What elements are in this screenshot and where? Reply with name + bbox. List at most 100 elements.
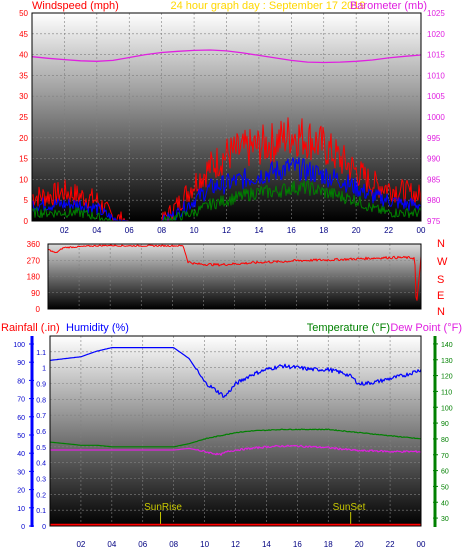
compass-letter: N bbox=[437, 238, 445, 250]
hour-tick-label: 04 bbox=[92, 226, 101, 235]
windspeed-tick-label: 10 bbox=[19, 175, 28, 184]
windspeed-tick-label: 25 bbox=[19, 113, 28, 122]
temperature-tick-label: 130 bbox=[441, 358, 453, 365]
humidity-tick-label: 50 bbox=[17, 433, 25, 440]
temperature-tick-label: 100 bbox=[441, 405, 453, 412]
compass-letter: N bbox=[437, 306, 445, 318]
humidity-panel-plot bbox=[50, 347, 421, 526]
hour-tick-label: 22 bbox=[386, 540, 395, 549]
temperature-tick-label: 90 bbox=[441, 421, 449, 428]
humidity-panel-frame bbox=[49, 335, 422, 527]
compass-letter: W bbox=[437, 256, 448, 268]
compass-letter: E bbox=[437, 290, 444, 302]
rainfall-axis-title: Rainfall (.in) bbox=[1, 322, 60, 334]
hour-tick-label: 00 bbox=[417, 226, 426, 235]
barometer-tick-label: 995 bbox=[427, 134, 441, 143]
hour-tick-label: 20 bbox=[355, 540, 364, 549]
rainfall-tick-label: 0.1 bbox=[36, 508, 46, 515]
barometer-tick-label: 985 bbox=[427, 175, 441, 184]
rainfall-tick-label: 0 bbox=[42, 524, 46, 531]
rainfall-tick-label: 0.3 bbox=[36, 477, 46, 484]
hour-tick-label: 08 bbox=[169, 540, 178, 549]
hour-tick-label: 20 bbox=[352, 226, 361, 235]
direction-degree-ticks: 0 90 180 270 360 bbox=[27, 240, 41, 314]
hour-tick-label: 08 bbox=[157, 226, 166, 235]
hour-tick-label: 02 bbox=[76, 540, 85, 549]
wind-gust-line bbox=[32, 117, 421, 221]
humidity-axis-title: Humidity (%) bbox=[66, 322, 129, 334]
direction-panel-plot bbox=[48, 244, 421, 301]
humidity-tick-label: 90 bbox=[17, 360, 25, 367]
hour-tick-label: 04 bbox=[107, 540, 116, 549]
humidity-hour-ticks: 02 04 06 08 10 12 14 16 18 20 22 00 bbox=[76, 540, 426, 549]
windspeed-tick-label: 15 bbox=[19, 155, 28, 164]
hour-tick-label: 06 bbox=[138, 540, 147, 549]
barometer-tick-label: 1000 bbox=[427, 113, 445, 122]
windspeed-tick-label: 50 bbox=[19, 9, 28, 18]
humidity-tick-label: 100 bbox=[13, 342, 25, 349]
dewpoint-axis-title: Dew Point (°F) bbox=[390, 322, 462, 334]
windspeed-tick-label: 35 bbox=[19, 71, 28, 80]
temperature-tick-label: 30 bbox=[441, 516, 449, 523]
rainfall-ticks: 0 0.1 0.2 0.3 0.4 0.5 0.6 0.7 0.8 0.9 1 1.1 bbox=[36, 350, 46, 531]
humidity-tick-label: 80 bbox=[17, 378, 25, 385]
humidity-tick-label: 10 bbox=[17, 506, 25, 513]
direction-tick-label: 90 bbox=[31, 289, 40, 298]
barometer-line bbox=[32, 49, 421, 64]
humidity-tick-label: 0 bbox=[21, 524, 25, 531]
compass-letter: S bbox=[437, 274, 444, 286]
humidity-tick-label: 40 bbox=[17, 451, 25, 458]
windspeed-tick-label: 20 bbox=[19, 134, 28, 143]
temperature-line bbox=[50, 428, 421, 448]
temperature-tick-label: 50 bbox=[441, 484, 449, 491]
windspeed-tick-label: 0 bbox=[24, 217, 29, 226]
direction-tick-label: 360 bbox=[27, 240, 41, 249]
direction-panel-frame bbox=[47, 243, 422, 310]
barometer-tick-label: 975 bbox=[427, 217, 441, 226]
barometer-tick-label: 1005 bbox=[427, 92, 445, 101]
hour-tick-label: 02 bbox=[60, 226, 69, 235]
hour-tick-label: 12 bbox=[222, 226, 231, 235]
hour-tick-label: 12 bbox=[231, 540, 240, 549]
direction-tick-label: 270 bbox=[27, 256, 41, 265]
rainfall-tick-label: 0.5 bbox=[36, 445, 46, 452]
temperature-tick-label: 70 bbox=[441, 453, 449, 460]
hour-tick-label: 18 bbox=[319, 226, 328, 235]
rainfall-tick-label: 1.1 bbox=[36, 350, 46, 357]
hour-tick-label: 16 bbox=[293, 540, 302, 549]
humidity-ticks: 0 10 20 30 40 50 60 70 80 90 100 bbox=[13, 342, 34, 531]
wind-lull-line bbox=[32, 180, 421, 221]
humidity-tick-label: 20 bbox=[17, 488, 25, 495]
chart-title: 24 hour graph day : September 17 2019 bbox=[170, 0, 365, 12]
barometer-tick-label: 990 bbox=[427, 155, 441, 164]
windspeed-ticks: 0 5 10 15 20 25 30 35 40 45 50 bbox=[19, 9, 28, 226]
rainfall-tick-label: 0.2 bbox=[36, 492, 46, 499]
hour-tick-label: 10 bbox=[200, 540, 209, 549]
windspeed-tick-label: 40 bbox=[19, 51, 28, 60]
temperature-ticks: 30 40 50 60 70 80 90 100 110 120 130 140 bbox=[433, 336, 453, 527]
rainfall-tick-label: 0.8 bbox=[36, 397, 46, 404]
barometer-tick-label: 1015 bbox=[427, 51, 445, 60]
humidity-line bbox=[50, 347, 421, 398]
windspeed-axis-title: Windspeed (mph) bbox=[32, 0, 119, 12]
sunset-label: SunSet bbox=[333, 502, 366, 513]
hour-tick-label: 14 bbox=[262, 540, 271, 549]
wind-panel-frame bbox=[31, 12, 422, 222]
temperature-axis-title: Temperature (°F) bbox=[307, 322, 390, 334]
temperature-tick-label: 80 bbox=[441, 437, 449, 444]
windspeed-tick-label: 5 bbox=[24, 196, 29, 205]
temperature-tick-label: 110 bbox=[441, 389, 452, 396]
hour-tick-label: 14 bbox=[254, 226, 263, 235]
humidity-tick-label: 30 bbox=[17, 469, 25, 476]
barometer-tick-label: 1020 bbox=[427, 30, 445, 39]
barometer-tick-label: 980 bbox=[427, 196, 441, 205]
barometer-axis-title: Barometer (mb) bbox=[350, 0, 427, 12]
barometer-tick-label: 1010 bbox=[427, 71, 445, 80]
hour-tick-label: 10 bbox=[190, 226, 199, 235]
humidity-tick-label: 70 bbox=[17, 397, 25, 404]
temperature-tick-label: 140 bbox=[441, 342, 453, 349]
barometer-ticks: 975 980 985 990 995 1000 1005 1010 1015 1020 1025 bbox=[427, 9, 445, 226]
wind-panel-plot bbox=[32, 49, 421, 221]
